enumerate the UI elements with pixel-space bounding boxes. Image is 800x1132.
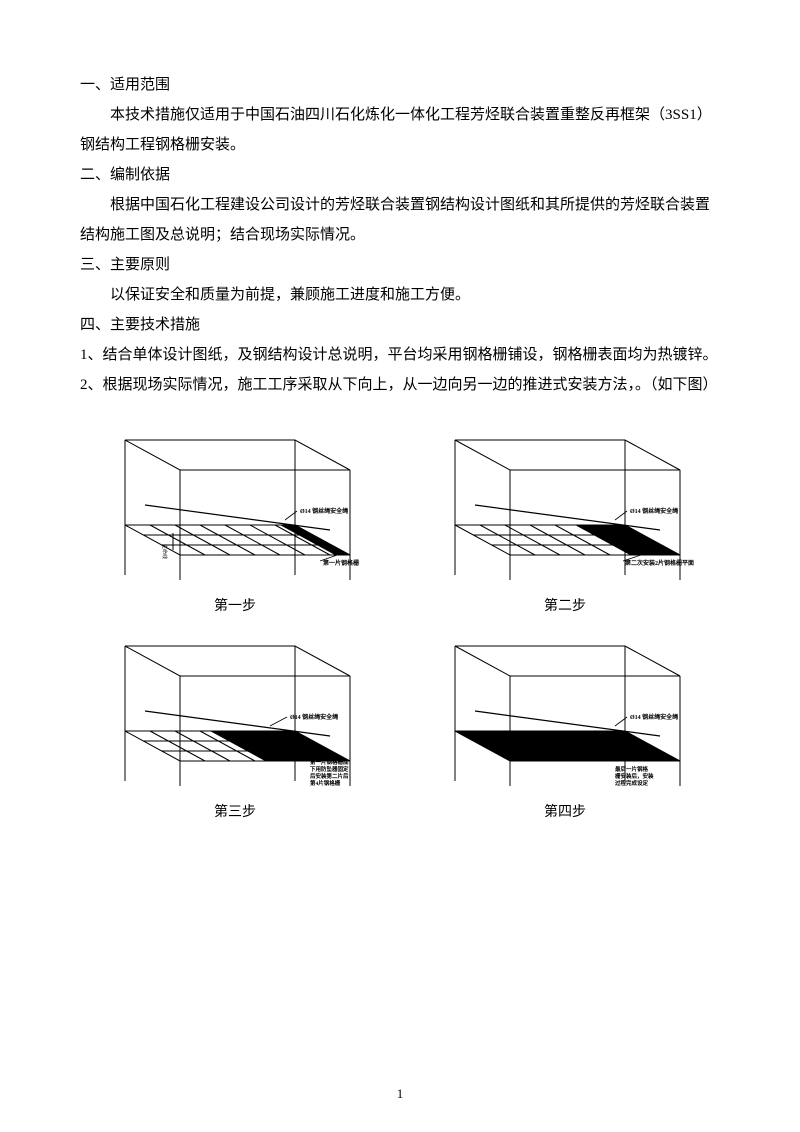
diagram-step-1: Ø14 钢丝绳安全绳 生命线 第一片钢格栅 第一步 xyxy=(90,425,380,621)
section-2-para-1: 根据中国石化工程建设公司设计的芳烃联合装置钢结构设计图纸和其所提供的芳烃联合装置… xyxy=(80,190,720,250)
section-4-title: 四、主要技术措施 xyxy=(80,310,720,340)
diagram-grid: Ø14 钢丝绳安全绳 生命线 第一片钢格栅 第一步 xyxy=(80,425,720,827)
svg-text:最后一片钢格: 最后一片钢格 xyxy=(615,765,649,773)
section-3-para-1: 以保证安全和质量为前提，兼顾施工进度和施工方便。 xyxy=(80,280,720,310)
section-1-title: 一、适用范围 xyxy=(80,70,720,100)
svg-text:Ø14 钢丝绳安全绳: Ø14 钢丝绳安全绳 xyxy=(630,713,678,721)
svg-text:Ø14 钢丝绳安全绳: Ø14 钢丝绳安全绳 xyxy=(290,713,338,721)
diagram-2-caption: 第二步 xyxy=(544,593,586,621)
page-number: 1 xyxy=(0,1086,800,1102)
section-1-para-1: 本技术措施仅适用于中国石油四川石化炼化一体化工程芳烃联合装置重整反再框架（3SS… xyxy=(80,100,720,160)
diagram-3-svg: Ø14 钢丝绳安全绳 第一片钢格栅底 下用防坠器固定 后安装第二片后 第4片钢格… xyxy=(95,631,375,791)
diagram-4-svg: Ø14 钢丝绳安全绳 最后一片钢格 栅安装后，安装 过程完成设定 xyxy=(425,631,705,791)
svg-text:第4片钢格栅: 第4片钢格栅 xyxy=(310,779,341,787)
section-4-para-1: 1、结合单体设计图纸，及钢结构设计总说明，平台均采用钢格栅铺设，钢格栅表面均为热… xyxy=(80,340,720,370)
section-2-title: 二、编制依据 xyxy=(80,160,720,190)
section-3-title: 三、主要原则 xyxy=(80,250,720,280)
diagram-step-3: Ø14 钢丝绳安全绳 第一片钢格栅底 下用防坠器固定 后安装第二片后 第4片钢格… xyxy=(90,631,380,827)
svg-text:Ø14 钢丝绳安全绳: Ø14 钢丝绳安全绳 xyxy=(630,507,678,515)
diagram-2-svg: Ø14 钢丝绳安全绳 第二次安装2片钢格栅平面 xyxy=(425,425,705,585)
diagram-4-caption: 第四步 xyxy=(544,799,586,827)
diagram-1-svg: Ø14 钢丝绳安全绳 生命线 第一片钢格栅 xyxy=(95,425,375,585)
svg-text:第二次安装2片钢格栅平面: 第二次安装2片钢格栅平面 xyxy=(624,559,694,567)
diagram-3-caption: 第三步 xyxy=(214,799,256,827)
svg-text:过程完成设定: 过程完成设定 xyxy=(615,779,649,787)
wire-label: Ø14 钢丝绳安全绳 xyxy=(300,507,348,515)
svg-text:第一片钢格栅: 第一片钢格栅 xyxy=(322,559,359,567)
section-4-para-2: 2、根据现场实际情况，施工工序采取从下向上，从一边向另一边的推进式安装方法，。（… xyxy=(80,370,720,400)
svg-text:栅安装后，安装: 栅安装后，安装 xyxy=(615,772,654,780)
svg-text:生命线: 生命线 xyxy=(161,544,168,559)
svg-text:第一片钢格栅底: 第一片钢格栅底 xyxy=(310,758,349,766)
document-page: 一、适用范围 本技术措施仅适用于中国石油四川石化炼化一体化工程芳烃联合装置重整反… xyxy=(0,0,800,867)
diagram-1-caption: 第一步 xyxy=(214,593,256,621)
diagram-step-4: Ø14 钢丝绳安全绳 最后一片钢格 栅安装后，安装 过程完成设定 第四步 xyxy=(420,631,710,827)
svg-text:后安装第二片后: 后安装第二片后 xyxy=(310,772,349,780)
svg-text:下用防坠器固定: 下用防坠器固定 xyxy=(310,765,349,773)
diagram-step-2: Ø14 钢丝绳安全绳 第二次安装2片钢格栅平面 第二步 xyxy=(420,425,710,621)
